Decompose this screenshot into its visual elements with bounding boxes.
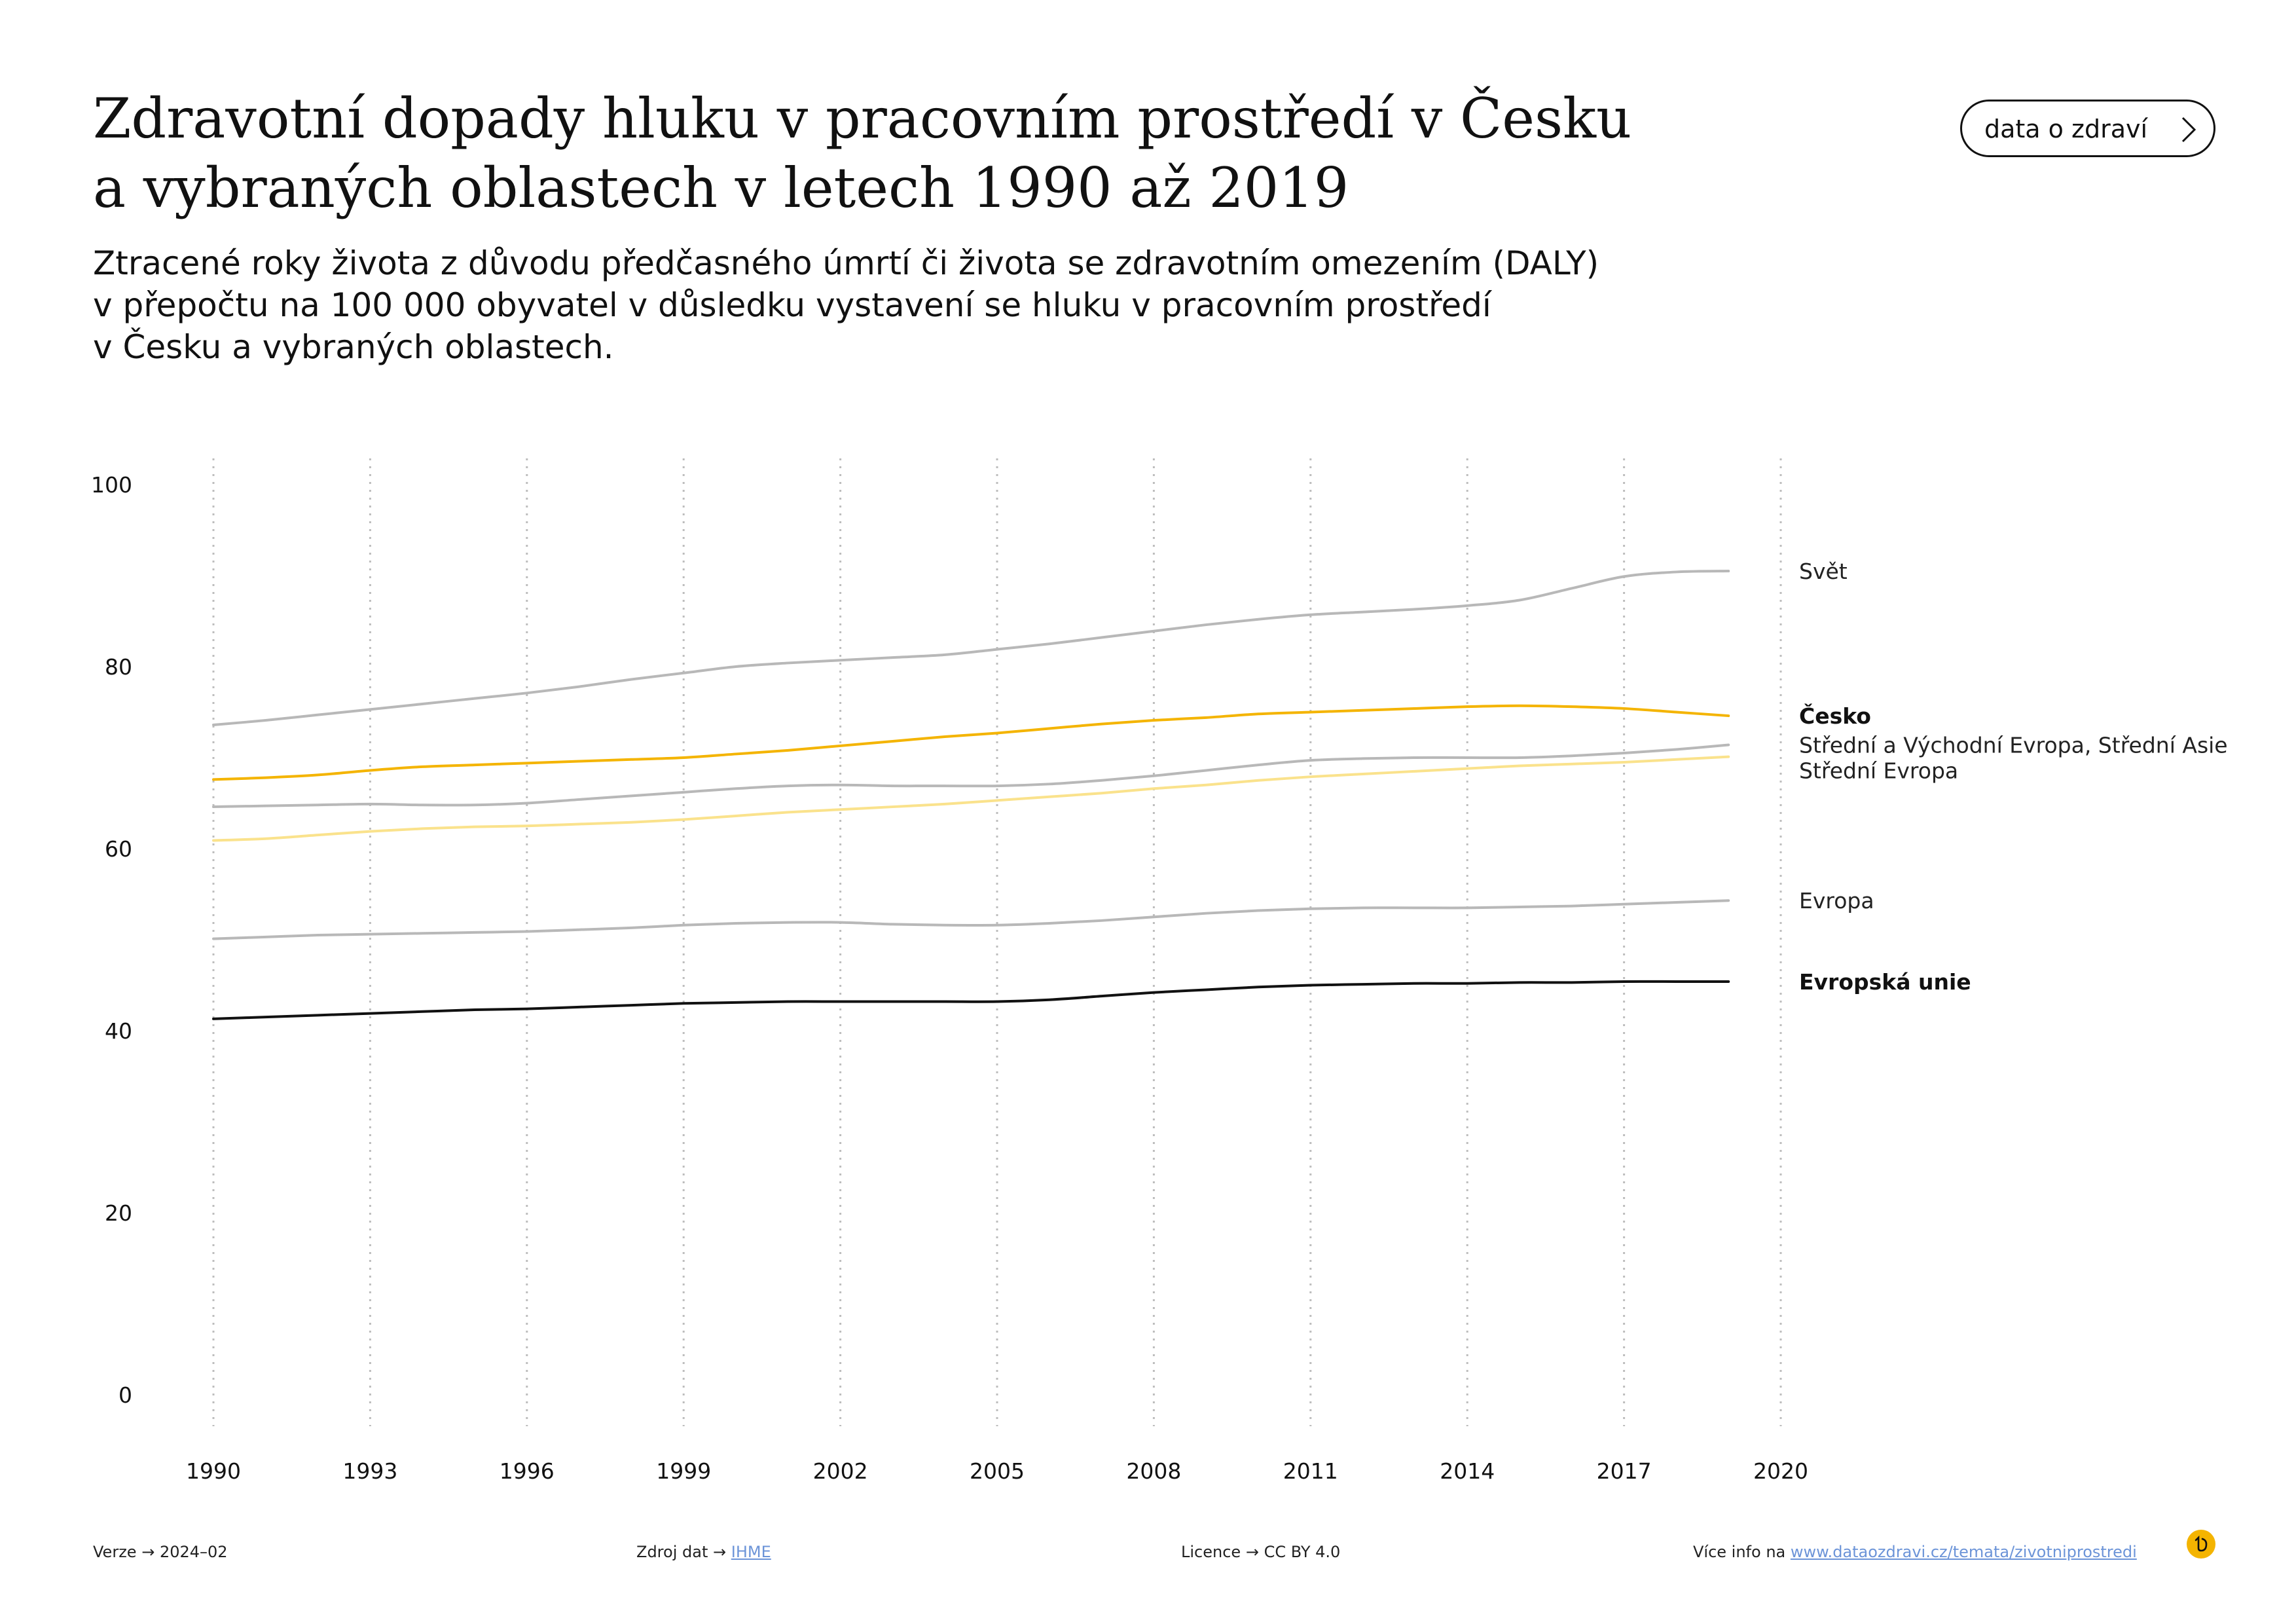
footer-license-label: Licence xyxy=(1181,1543,1241,1561)
x-tick-label-2002: 2002 xyxy=(813,1458,868,1484)
chart-subtitle-line-1: Ztracené roky života z důvodu předčasnéh… xyxy=(93,244,1599,282)
chart-title: Zdravotní dopady hluku v pracovním prost… xyxy=(93,84,1795,223)
footer-version-label: Verze xyxy=(93,1543,137,1561)
chart-subtitle: Ztracené roky života z důvodu předčasnéh… xyxy=(93,242,1795,368)
y-tick-label-0: 0 xyxy=(118,1382,132,1408)
y-axis: 0 20 40 60 80 100 xyxy=(91,472,132,1408)
series-line-svet xyxy=(212,570,1730,726)
data-o-zdravi-button[interactable]: data o zdraví xyxy=(1960,100,2215,157)
series-label-svet: Svět xyxy=(1799,559,1848,584)
footer-version: Verze → 2024–02 xyxy=(93,1541,228,1562)
x-tick-label-1999: 1999 xyxy=(656,1458,711,1484)
footer-arrow-icon: → xyxy=(141,1543,155,1561)
y-tick-label-60: 60 xyxy=(105,836,132,862)
logo-glyph-icon xyxy=(2195,1535,2208,1552)
series-line-evropa xyxy=(212,899,1730,940)
chart-title-line-2: a vybraných oblastech v letech 1990 až 2… xyxy=(93,156,1349,220)
chevron-right-icon xyxy=(2181,117,2196,143)
series-labels: Svět Česko Střední a Východní Evropa, Stře… xyxy=(1799,559,2228,995)
footer-source-link[interactable]: IHME xyxy=(731,1543,771,1561)
data-o-zdravi-button-label: data o zdraví xyxy=(1984,115,2148,143)
chart-grid xyxy=(212,458,1782,1426)
footer-arrow-icon: → xyxy=(1245,1543,1259,1561)
y-tick-label-100: 100 xyxy=(91,472,132,498)
series-label-stredni-a-vychodni-evropa-stredni-asie: Střední a Východní Evropa, Střední Asie xyxy=(1799,733,2228,758)
x-tick-label-2020: 2020 xyxy=(1753,1458,1808,1484)
footer-source-label: Zdroj dat xyxy=(636,1543,708,1561)
x-tick-label-1996: 1996 xyxy=(500,1458,555,1484)
x-tick-label-2017: 2017 xyxy=(1597,1458,1652,1484)
series-line-evropska-unie xyxy=(212,980,1730,1020)
footer-version-value: 2024–02 xyxy=(159,1543,228,1561)
y-tick-label-40: 40 xyxy=(105,1018,132,1044)
line-chart: 0 20 40 60 80 100 1990 1993 1996 1999 2002 2005 200… xyxy=(91,458,2228,1484)
series-label-evropska-unie: Evropská unie xyxy=(1799,969,1971,995)
footer-license: Licence → CC BY 4.0 xyxy=(1181,1541,1340,1562)
footer-arrow-icon: → xyxy=(713,1543,727,1561)
x-tick-label-1993: 1993 xyxy=(342,1458,397,1484)
chart-subtitle-line-2: v přepočtu na 100 000 obyvatel v důsledk… xyxy=(93,286,1491,324)
x-tick-label-2014: 2014 xyxy=(1440,1458,1495,1484)
series-line-stredni-evropa xyxy=(212,755,1730,842)
series-label-cesko: Česko xyxy=(1799,703,1871,729)
footer-license-value: CC BY 4.0 xyxy=(1264,1543,1341,1561)
y-tick-label-20: 20 xyxy=(105,1200,132,1226)
series-line-stredni-a-vychodni-evropa-stredni-asie xyxy=(212,743,1730,809)
footer-more-info-label: Více info na xyxy=(1693,1543,1786,1561)
x-tick-label-2008: 2008 xyxy=(1126,1458,1181,1484)
series-label-evropa: Evropa xyxy=(1799,888,1874,913)
chart-title-line-1: Zdravotní dopady hluku v pracovním prost… xyxy=(93,86,1632,151)
x-tick-label-2005: 2005 xyxy=(970,1458,1025,1484)
y-tick-label-80: 80 xyxy=(105,654,132,680)
dataozdravi-logo-icon xyxy=(2187,1530,2215,1559)
x-tick-label-1990: 1990 xyxy=(186,1458,241,1484)
chart-series xyxy=(212,570,1730,1020)
footer-source: Zdroj dat → IHME xyxy=(636,1541,771,1562)
footer-more-info-link[interactable]: www.dataozdravi.cz/temata/zivotniprostre… xyxy=(1790,1543,2137,1561)
series-line-cesko xyxy=(212,704,1730,781)
footer-more-info: Více info na www.dataozdravi.cz/temata/z… xyxy=(1693,1541,2137,1562)
chart-subtitle-line-3: v Česku a vybraných oblastech. xyxy=(93,328,614,366)
series-label-stredni-evropa: Střední Evropa xyxy=(1799,758,1958,784)
x-axis: 1990 1993 1996 1999 2002 2005 2008 2011 2014 2017… xyxy=(186,1458,1808,1484)
x-tick-label-2011: 2011 xyxy=(1283,1458,1338,1484)
